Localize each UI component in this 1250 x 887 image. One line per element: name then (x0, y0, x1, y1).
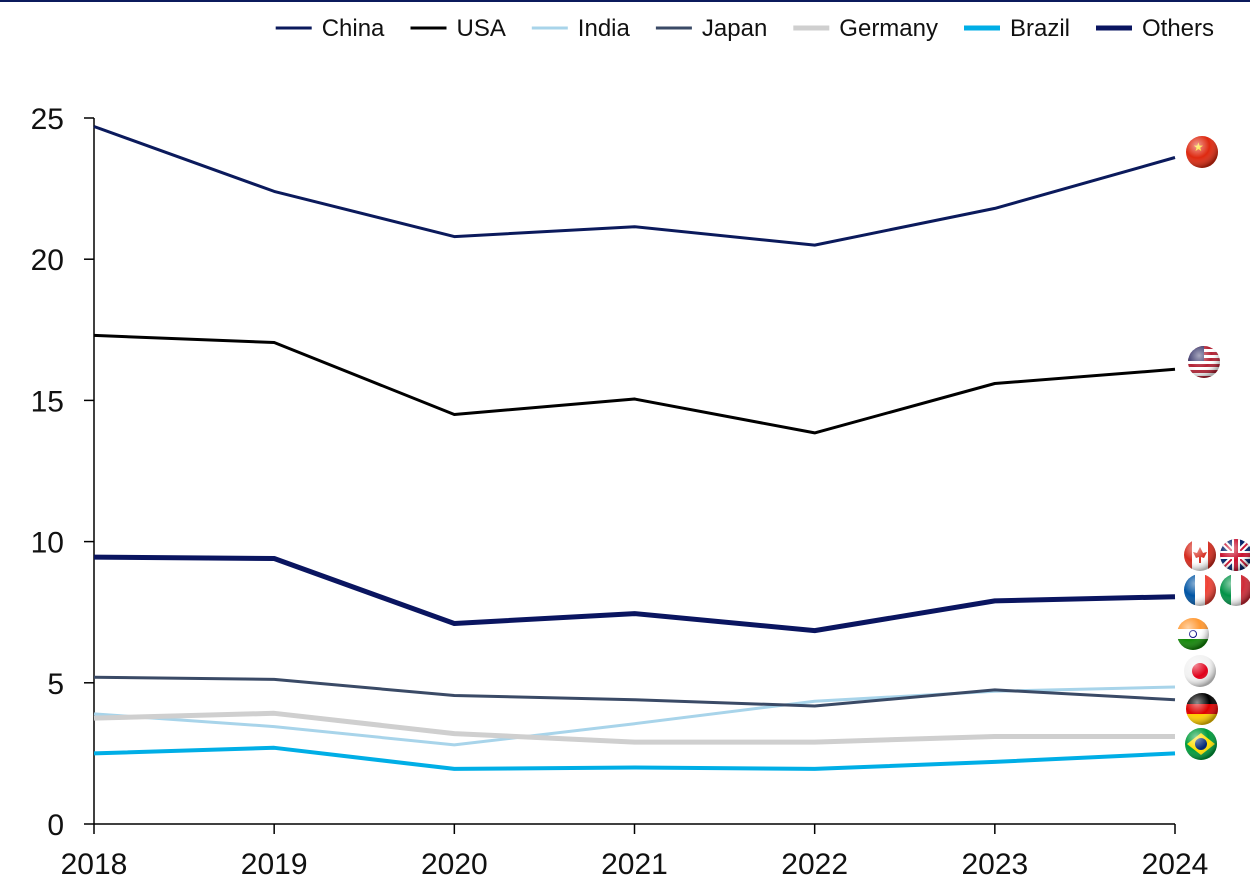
germany-flag-icon (1186, 693, 1218, 725)
series-line-usa (93, 333, 1176, 435)
legend-item-japan: Japan (655, 15, 767, 42)
canada-flag-icon (1184, 539, 1216, 571)
series-line-germany (93, 710, 1175, 745)
x-tick-label: 2023 (961, 848, 1028, 881)
x-tick-label: 2022 (781, 848, 848, 881)
x-tick-label: 2018 (61, 848, 128, 881)
y-axis-ticks: 0 5 10 15 20 25 (31, 103, 94, 842)
y-tick-label: 20 (31, 244, 64, 277)
legend-item-brazil: Brazil (964, 15, 1070, 42)
brazil-flag-icon (1185, 728, 1217, 760)
x-tick-label: 2024 (1142, 848, 1209, 881)
y-tick-label: 0 (47, 809, 64, 842)
series-line-brazil (93, 745, 1176, 771)
legend-label: Brazil (1010, 15, 1070, 42)
x-axis-ticks: 2018 2019 2020 2021 2022 2023 2024 (61, 824, 1209, 881)
y-tick-label: 15 (31, 385, 64, 418)
x-tick-label: 2020 (421, 848, 488, 881)
italy-flag-icon (1220, 574, 1250, 606)
legend: China USA India Japan Germany Brazil Others (275, 15, 1214, 42)
series-lines (93, 125, 1176, 771)
y-tick-label: 25 (31, 103, 64, 136)
legend-item-usa: USA (410, 15, 506, 42)
axes (93, 118, 1175, 825)
legend-item-germany: Germany (793, 15, 938, 42)
france-flag-icon (1184, 574, 1216, 606)
legend-label: Others (1142, 15, 1214, 42)
legend-label: USA (457, 15, 506, 42)
legend-label: India (578, 15, 631, 42)
x-tick-label: 2019 (241, 848, 308, 881)
japan-flag-icon (1184, 655, 1216, 687)
legend-label: China (322, 15, 385, 42)
flags: ★ (1177, 136, 1250, 760)
legend-item-others: Others (1096, 15, 1214, 42)
usa-flag-icon (1188, 346, 1220, 378)
y-tick-label: 5 (47, 668, 64, 701)
legend-item-india: India (531, 15, 631, 42)
legend-label: Japan (702, 15, 767, 42)
china-flag-icon: ★ (1186, 136, 1218, 168)
series-line-others (93, 554, 1176, 634)
legend-label: Germany (839, 15, 938, 42)
x-tick-label: 2021 (601, 848, 668, 881)
series-line-japan (93, 675, 1176, 708)
india-flag-icon (1177, 618, 1209, 650)
series-line-china (93, 125, 1176, 247)
uk-flag-icon (1220, 539, 1250, 571)
legend-item-china: China (275, 15, 385, 42)
y-tick-label: 10 (31, 527, 64, 560)
